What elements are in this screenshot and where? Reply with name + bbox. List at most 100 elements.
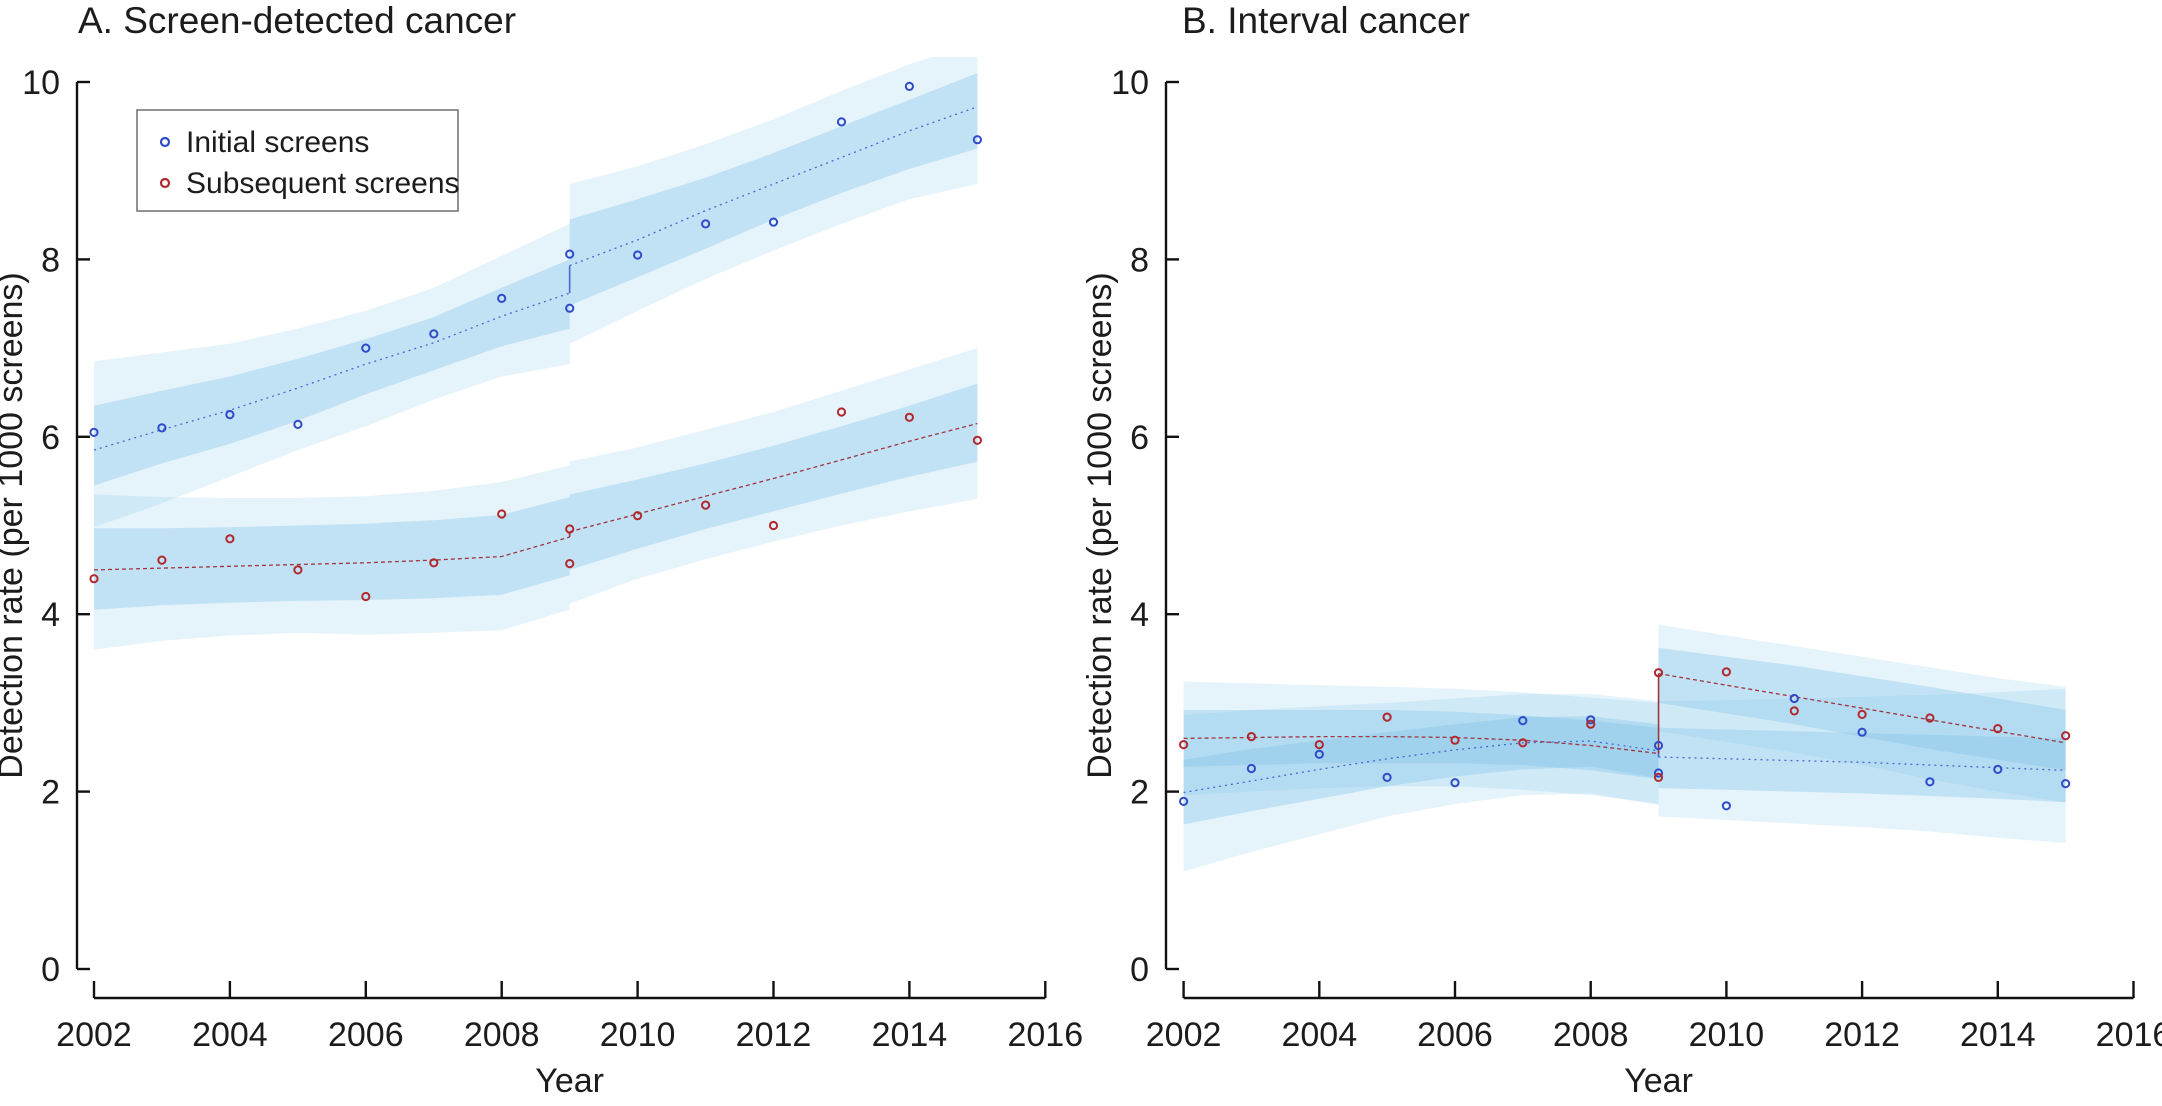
initial-data-point <box>1314 749 1324 759</box>
subsequent-data-point <box>1789 706 1799 716</box>
subsequent-data-point <box>225 534 235 544</box>
legend: Initial screens Subsequent screens <box>136 109 460 212</box>
x-tick-label: 2004 <box>1281 1016 1357 1054</box>
y-tick-label: 0 <box>41 951 60 989</box>
subsequent-outer-band-seg1 <box>1658 624 2066 803</box>
subsequent-data-point <box>1993 724 2003 734</box>
x-tick-label: 2002 <box>1146 1016 1222 1054</box>
x-tick-label: 2010 <box>1689 1016 1765 1054</box>
initial-inner-band-seg1 <box>569 73 978 306</box>
initial-data-point <box>1789 693 1799 704</box>
initial-data-point <box>225 410 235 420</box>
x-tick-label: 2014 <box>872 1016 948 1054</box>
subsequent-points <box>89 407 983 602</box>
y-tick-label: 8 <box>41 241 60 279</box>
subsequent-trend-line-seg0 <box>1183 735 1659 755</box>
subsequent-data-point <box>1721 667 1732 677</box>
panel-a: 0 2 4 6 8 10 2002 2004 2006 2008 2010 2012 2014 2016 Y… <box>0 0 1083 1100</box>
subsequent-points <box>1179 667 2071 783</box>
initial-data-point <box>1382 772 1392 783</box>
initial-data-point <box>1246 763 1257 774</box>
initial-points <box>89 81 983 437</box>
initial-data-point <box>89 427 99 437</box>
x-tick-label: 2014 <box>1960 1016 2036 1054</box>
subsequent-trend-line-seg0 <box>93 536 570 571</box>
subsequent-data-point <box>1586 719 1596 729</box>
subsequent-data-point <box>89 574 99 584</box>
y-tick-label: 10 <box>22 64 60 102</box>
y-axis-title: Detection rate (per 1000 screens) <box>1081 272 1119 778</box>
subsequent-data-point <box>497 509 507 519</box>
initial-data-point <box>768 217 779 227</box>
initial-data-point <box>1653 768 1664 778</box>
subsequent-data-point <box>1314 740 1324 750</box>
subsequent-data-point <box>1925 713 1935 723</box>
initial-outer-band-seg1 <box>1658 688 2066 843</box>
initial-data-point <box>1721 801 1732 811</box>
y-tick-label: 4 <box>41 596 60 634</box>
subsequent-data-point <box>2061 731 2071 741</box>
initial-data-point <box>1925 777 1935 787</box>
subsequent-data-point <box>1518 738 1528 748</box>
initial-data-point <box>1993 764 2003 775</box>
subsequent-data-point <box>836 407 847 417</box>
x-tick-label: 2012 <box>1824 1016 1900 1054</box>
initial-inner-band-seg0 <box>1183 716 1659 825</box>
y-tick-label: 6 <box>41 419 60 457</box>
x-tick-label: 2002 <box>56 1016 132 1054</box>
y-tick-label: 4 <box>1130 596 1149 634</box>
initial-data-point <box>1653 740 1664 751</box>
initial-data-point <box>157 423 167 433</box>
initial-data-point <box>2061 779 2071 789</box>
initial-data-point <box>361 343 371 353</box>
subsequent-data-point <box>1653 668 1664 678</box>
initial-data-point <box>633 250 643 260</box>
subsequent-data-point <box>633 511 643 521</box>
subsequent-data-point <box>429 558 439 568</box>
subsequent-trend-line-seg1 <box>569 422 978 533</box>
initial-outer-band-seg0 <box>94 223 570 528</box>
x-tick-label: 2016 <box>1007 1016 1083 1054</box>
initial-data-point <box>701 219 711 229</box>
initial-data-point <box>1586 715 1596 725</box>
panel-title: B. Interval cancer <box>1182 0 1470 41</box>
subsequent-data-point <box>1246 732 1257 742</box>
initial-outer-band-seg1 <box>569 57 978 344</box>
y-tick-label: 0 <box>1130 951 1149 989</box>
x-tick-label: 2008 <box>1553 1016 1629 1054</box>
subsequent-data-point <box>1653 772 1664 783</box>
subsequent-data-point <box>565 524 575 534</box>
legend-item-label: Subsequent screens <box>186 167 460 200</box>
y-tick-label: 6 <box>1130 419 1149 457</box>
initial-points <box>1179 693 2071 811</box>
initial-trend-line-seg1 <box>569 106 978 267</box>
initial-inner-band-seg0 <box>94 259 570 486</box>
x-tick-label: 2016 <box>2096 1016 2162 1054</box>
subsequent-inner-band-seg0 <box>1183 710 1659 780</box>
subsequent-data-point <box>293 565 303 575</box>
y-tick-label: 2 <box>41 774 60 812</box>
subsequent-data-point <box>768 520 779 531</box>
initial-data-point <box>565 249 575 259</box>
initial-data-point <box>904 81 915 92</box>
initial-trend-line-seg0 <box>1183 740 1659 794</box>
x-tick-label: 2006 <box>328 1016 404 1054</box>
subsequent-data-point <box>565 559 575 569</box>
initial-data-point <box>1179 796 1189 807</box>
subsequent-data-point <box>1382 712 1392 722</box>
initial-data-point <box>565 303 575 313</box>
y-tick-label: 2 <box>1130 774 1149 812</box>
legend-marker-icon <box>159 177 171 189</box>
confidence-bands <box>94 57 978 650</box>
x-tick-label: 2004 <box>192 1016 268 1054</box>
initial-outer-band-seg0 <box>1183 694 1659 872</box>
y-tick-label: 8 <box>1130 241 1149 279</box>
subsequent-data-point <box>1857 709 1867 720</box>
subsequent-outer-band-seg0 <box>94 465 570 650</box>
x-tick-label: 2010 <box>600 1016 676 1054</box>
initial-trend-line-seg1 <box>1658 756 2066 771</box>
initial-data-point <box>497 293 507 303</box>
panel-b: 0 2 4 6 8 10 2002 2004 2006 2008 2010 2012 2014 2016 Y… <box>1081 0 2162 1100</box>
